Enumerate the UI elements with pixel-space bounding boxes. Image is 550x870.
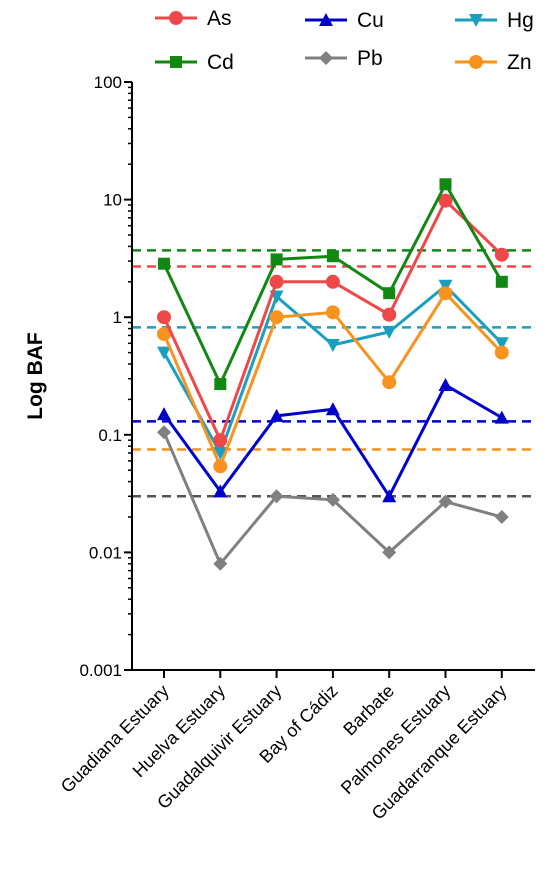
legend: As Cu Hg Cd Pb Zn	[155, 7, 534, 74]
data-point-cu	[157, 407, 171, 421]
data-point-zn	[157, 326, 171, 341]
data-point-cd	[214, 378, 227, 391]
data-point-pb	[157, 425, 171, 440]
legend-item-cd: Cd	[155, 51, 234, 74]
axes: 100 10 1 0.1 0.01 0.001	[79, 73, 535, 680]
data-point-cd	[158, 257, 170, 270]
legend-label-as: As	[207, 7, 232, 30]
data-point-zn	[213, 459, 228, 474]
data-point-pb	[494, 509, 509, 524]
data-point-hg	[494, 337, 509, 351]
legend-marker-as	[169, 11, 183, 25]
legend-label-hg: Hg	[507, 9, 534, 32]
legend-marker-pb	[319, 51, 333, 65]
data-point-hg	[213, 447, 228, 461]
legend-marker-cd	[170, 56, 182, 68]
series-as	[157, 193, 509, 448]
data-point-pb	[325, 492, 340, 507]
data-point-cu	[213, 484, 228, 498]
legend-marker-cu	[319, 13, 333, 26]
data-point-pb	[213, 556, 228, 571]
y-tick-label: 0.001	[79, 661, 122, 680]
data-point-as	[213, 433, 228, 448]
data-point-cd	[383, 287, 396, 300]
legend-label-cu: Cu	[357, 9, 384, 32]
series-layer	[157, 178, 509, 571]
legend-item-pb: Pb	[305, 47, 383, 70]
series-cd	[158, 178, 508, 391]
x-tick-label-guadiana-estuary: Guadiana Estuary	[57, 681, 173, 797]
data-point-cd	[270, 253, 283, 266]
data-point-hg	[157, 346, 171, 360]
legend-item-zn: Zn	[455, 51, 532, 74]
y-tick-label: 10	[103, 191, 122, 210]
y-tick-label: 100	[94, 73, 122, 92]
data-point-zn	[382, 375, 397, 390]
data-point-pb	[438, 494, 453, 509]
legend-marker-zn	[469, 55, 483, 69]
legend-label-zn: Zn	[507, 51, 532, 74]
data-point-cd	[495, 275, 508, 288]
data-point-as	[494, 247, 509, 262]
data-point-cu	[325, 402, 340, 416]
data-point-cd	[326, 250, 339, 263]
y-axis-title: Log BAF	[24, 332, 47, 420]
data-point-cd	[439, 178, 452, 191]
data-point-as	[157, 310, 171, 325]
data-point-zn	[438, 286, 453, 301]
data-point-hg	[325, 339, 340, 353]
data-point-as	[269, 274, 284, 289]
legend-label-cd: Cd	[207, 51, 234, 74]
y-tick-label: 0.1	[98, 426, 122, 445]
data-point-as	[382, 307, 397, 322]
legend-marker-hg	[469, 14, 483, 27]
series-hg	[157, 279, 509, 461]
data-point-cu	[438, 378, 453, 392]
data-point-zn	[269, 310, 284, 325]
data-point-as	[438, 193, 453, 208]
data-point-pb	[382, 545, 397, 560]
legend-item-cu: Cu	[305, 9, 384, 32]
data-point-pb	[269, 489, 284, 504]
legend-item-as: As	[155, 7, 232, 30]
data-point-cu	[269, 408, 284, 422]
data-point-zn	[325, 305, 340, 320]
y-tick-label: 1	[113, 308, 122, 327]
legend-label-pb: Pb	[357, 47, 383, 70]
series-pb	[157, 425, 509, 571]
data-point-cu	[494, 410, 509, 424]
data-point-as	[325, 274, 340, 289]
data-point-cu	[382, 489, 397, 503]
series-cu	[157, 378, 509, 503]
y-tick-label: 0.01	[89, 543, 122, 562]
data-point-zn	[494, 345, 509, 360]
data-point-hg	[382, 325, 397, 339]
legend-item-hg: Hg	[455, 9, 534, 32]
series-zn	[157, 286, 509, 474]
